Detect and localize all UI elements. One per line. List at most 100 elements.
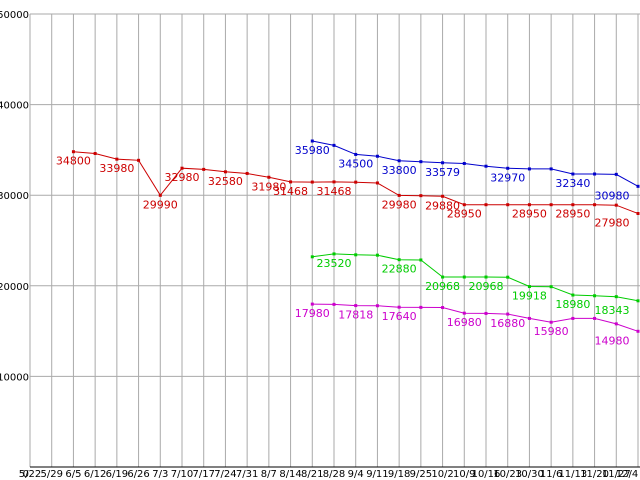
x-tick-label: 6/19 — [106, 469, 128, 480]
data-point-green — [375, 253, 379, 257]
data-point-magenta — [527, 316, 531, 320]
x-tick-label: 6/12 — [84, 469, 106, 480]
y-tick-label: 40000 — [0, 101, 29, 112]
data-point-blue — [571, 172, 575, 176]
data-point-red — [506, 203, 510, 207]
x-tick-label: 7/24 — [214, 469, 236, 480]
data-label-green: 23520 — [317, 257, 352, 270]
data-point-red — [462, 203, 466, 207]
x-tick-label: 9/25 — [410, 469, 432, 480]
data-label-green: 19918 — [512, 290, 547, 303]
series-line-magenta — [312, 303, 639, 332]
data-point-magenta — [419, 305, 423, 309]
data-point-green — [419, 258, 423, 262]
data-label-red: 28950 — [447, 208, 482, 221]
data-point-blue — [527, 167, 531, 171]
data-label-magenta: 17818 — [338, 309, 373, 322]
data-point-green — [332, 252, 336, 256]
data-point-red — [593, 203, 597, 207]
data-point-magenta — [549, 320, 553, 324]
data-label-red: 31980 — [251, 180, 286, 193]
x-tick-label: 6/26 — [127, 469, 149, 480]
data-label-blue: 35980 — [295, 144, 330, 157]
data-label-red: 29880 — [425, 199, 460, 212]
data-point-red — [375, 181, 379, 185]
data-point-green — [462, 275, 466, 279]
data-point-blue — [332, 143, 336, 147]
data-point-magenta — [354, 304, 358, 308]
x-tick-label: 11/20 — [580, 469, 609, 480]
data-point-magenta — [614, 322, 618, 326]
data-point-red — [93, 152, 97, 156]
data-point-red — [71, 150, 75, 154]
data-point-red — [354, 180, 358, 184]
data-point-red — [180, 166, 184, 170]
data-point-red — [636, 212, 640, 216]
series-line-green — [312, 253, 639, 302]
data-point-blue — [614, 172, 618, 176]
data-point-red — [614, 203, 618, 207]
data-point-green — [636, 299, 640, 303]
data-label-magenta: 17980 — [295, 307, 330, 320]
data-point-magenta — [636, 329, 640, 333]
series-line-blue — [312, 140, 639, 187]
data-point-blue — [636, 184, 640, 188]
x-tick-label: 6/5 — [65, 469, 81, 480]
data-point-red — [289, 180, 293, 184]
x-tick-label: 7/31 — [236, 469, 258, 480]
data-point-red — [158, 193, 162, 197]
data-point-green — [397, 258, 401, 262]
x-tick-label: 11/27 — [602, 469, 631, 480]
data-point-magenta — [462, 311, 466, 315]
data-point-green — [571, 293, 575, 297]
x-tick-label: 9/11 — [366, 469, 388, 480]
data-label-magenta: 16880 — [490, 317, 525, 330]
x-tick-label: 7/17 — [192, 469, 214, 480]
data-point-green — [354, 253, 358, 257]
data-point-blue — [484, 164, 488, 168]
data-label-red: 32980 — [165, 171, 200, 184]
data-point-green — [310, 255, 314, 259]
data-label-red: 31468 — [317, 185, 352, 198]
data-point-blue — [506, 166, 510, 170]
data-label-red: 29980 — [382, 198, 417, 211]
data-point-magenta — [441, 306, 445, 310]
data-label-blue: 33800 — [382, 164, 417, 177]
data-point-magenta — [506, 312, 510, 316]
data-point-green — [549, 285, 553, 289]
data-point-blue — [397, 159, 401, 163]
x-tick-label: 7/10 — [171, 469, 193, 480]
data-label-blue: 33579 — [425, 166, 460, 179]
x-tick-label: 10/9 — [453, 469, 475, 480]
y-tick-label: 50000 — [0, 10, 29, 21]
data-point-blue — [549, 167, 553, 171]
data-label-red: 32580 — [208, 175, 243, 188]
data-point-red — [310, 180, 314, 184]
data-point-green — [527, 285, 531, 289]
data-point-magenta — [484, 311, 488, 315]
data-point-blue — [419, 160, 423, 164]
data-point-red — [223, 170, 227, 174]
x-tick-label: 11/13 — [558, 469, 587, 480]
data-point-green — [506, 275, 510, 279]
data-point-red — [267, 175, 271, 179]
data-point-red — [202, 167, 206, 171]
data-point-red — [484, 203, 488, 207]
data-label-green: 20968 — [425, 280, 460, 293]
data-label-magenta: 17640 — [382, 310, 417, 323]
data-point-blue — [354, 152, 358, 156]
data-label-red: 28950 — [555, 208, 590, 221]
x-tick-label: 11/6 — [540, 469, 562, 480]
data-label-blue: 32970 — [490, 171, 525, 184]
data-point-red — [549, 203, 553, 207]
data-point-red — [332, 180, 336, 184]
data-point-magenta — [593, 316, 597, 320]
data-label-blue: 30980 — [595, 189, 630, 202]
data-label-red: 34800 — [56, 155, 91, 168]
data-point-red — [115, 157, 119, 161]
y-tick-label: 20000 — [0, 282, 29, 293]
x-tick-label: 9/18 — [388, 469, 410, 480]
